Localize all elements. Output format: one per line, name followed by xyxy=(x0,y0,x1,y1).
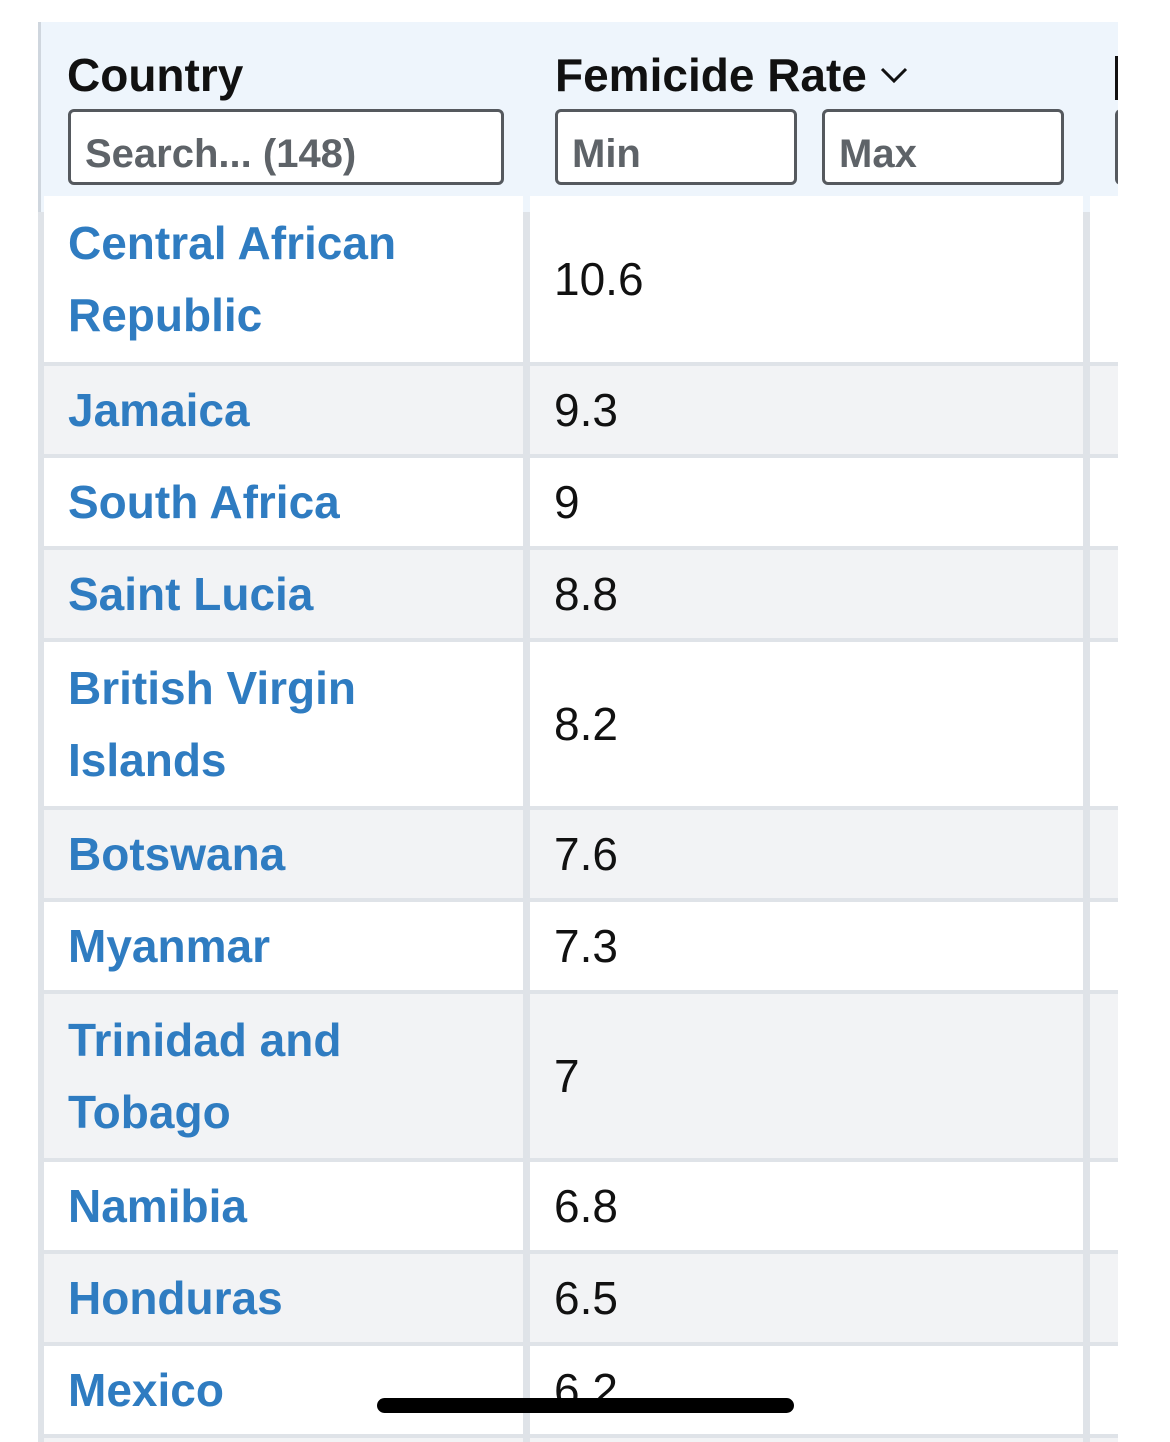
femicide-rate-value: 10.6 xyxy=(554,253,644,305)
country-cell: Botswana xyxy=(44,810,523,898)
next-column-cell-partial xyxy=(1090,458,1118,546)
table-row-partial xyxy=(38,1438,1118,1442)
country-link[interactable]: Jamaica xyxy=(68,384,250,436)
country-cell: South Africa xyxy=(44,458,523,546)
country-link[interactable]: Honduras xyxy=(68,1272,283,1324)
next-column-filter-partial[interactable] xyxy=(1115,109,1118,185)
femicide-rate-cell: 9 xyxy=(530,458,1083,546)
femicide-rate-value: 7 xyxy=(554,1050,580,1102)
table-row: Saint Lucia 8.8 xyxy=(38,550,1118,638)
country-link[interactable]: British Virgin Islands xyxy=(68,662,356,786)
femicide-rate-cell: 7.6 xyxy=(530,810,1083,898)
femicide-rate-cell: 10.6 xyxy=(530,196,1083,362)
next-column-cell-partial xyxy=(1090,1254,1118,1342)
femicide-rate-value: 8.8 xyxy=(554,568,618,620)
country-link[interactable]: Myanmar xyxy=(68,920,270,972)
next-column-cell-partial xyxy=(1090,366,1118,454)
femicide-rate-cell: 6.8 xyxy=(530,1162,1083,1250)
data-table: Country Femicide Rate Central African Re… xyxy=(38,22,1118,1442)
country-cell: Jamaica xyxy=(44,366,523,454)
table-row: South Africa 9 xyxy=(38,458,1118,546)
femicide-rate-value: 6.5 xyxy=(554,1272,618,1324)
country-cell: British Virgin Islands xyxy=(44,642,523,806)
next-column-cell-partial xyxy=(1090,902,1118,990)
table-row: Mexico 6.2 xyxy=(38,1346,1118,1434)
country-link[interactable]: Central African Republic xyxy=(68,217,397,341)
previous-heading-fragment xyxy=(70,0,310,12)
femicide-rate-cell: 8.8 xyxy=(530,550,1083,638)
column-header-femicide-rate[interactable]: Femicide Rate xyxy=(555,48,911,102)
femicide-rate-cell: 6.5 xyxy=(530,1254,1083,1342)
country-cell: Mexico xyxy=(44,1346,523,1434)
femicide-rate-max-input[interactable] xyxy=(822,109,1064,185)
femicide-rate-value: 6.8 xyxy=(554,1180,618,1232)
column-header-label: Femicide Rate xyxy=(555,49,867,101)
column-header-next-partial[interactable] xyxy=(1115,56,1118,100)
country-link[interactable]: Trinidad and Tobago xyxy=(68,1014,342,1138)
next-column-cell-partial xyxy=(1090,642,1118,806)
table-header: Country Femicide Rate xyxy=(38,22,1118,212)
next-column-cell-partial xyxy=(1090,994,1118,1158)
femicide-rate-value: 7.3 xyxy=(554,920,618,972)
femicide-rate-value: 8.2 xyxy=(554,698,618,750)
next-column-cell-partial xyxy=(1090,1162,1118,1250)
table-row: Botswana 7.6 xyxy=(38,810,1118,898)
next-column-cell-partial xyxy=(1090,196,1118,362)
country-cell: Trinidad and Tobago xyxy=(44,994,523,1158)
table-row: Jamaica 9.3 xyxy=(38,366,1118,454)
next-column-cell-partial xyxy=(1090,810,1118,898)
femicide-rate-value: 9 xyxy=(554,476,580,528)
country-link[interactable]: Botswana xyxy=(68,828,286,880)
home-indicator[interactable] xyxy=(377,1398,794,1413)
partial-cell xyxy=(44,1438,523,1442)
femicide-rate-value: 9.3 xyxy=(554,384,618,436)
table-row: Central African Republic 10.6 xyxy=(38,196,1118,362)
country-link[interactable]: South Africa xyxy=(68,476,340,528)
next-column-cell-partial xyxy=(1090,1346,1118,1434)
table-row: Trinidad and Tobago 7 xyxy=(38,994,1118,1158)
country-link[interactable]: Saint Lucia xyxy=(68,568,314,620)
country-link[interactable]: Namibia xyxy=(68,1180,247,1232)
next-column-cell-partial xyxy=(1090,550,1118,638)
femicide-rate-cell: 8.2 xyxy=(530,642,1083,806)
femicide-rate-cell: 6.2 xyxy=(530,1346,1083,1434)
partial-cell xyxy=(530,1438,1083,1442)
country-cell: Honduras xyxy=(44,1254,523,1342)
partial-cell xyxy=(1090,1438,1118,1442)
femicide-rate-value: 7.6 xyxy=(554,828,618,880)
country-cell: Myanmar xyxy=(44,902,523,990)
country-search-input[interactable] xyxy=(68,109,504,185)
country-cell: Namibia xyxy=(44,1162,523,1250)
femicide-rate-min-input[interactable] xyxy=(555,109,797,185)
country-link[interactable]: Mexico xyxy=(68,1364,224,1416)
table-row: Honduras 6.5 xyxy=(38,1254,1118,1342)
table-row: Namibia 6.8 xyxy=(38,1162,1118,1250)
femicide-rate-cell: 9.3 xyxy=(530,366,1083,454)
femicide-rate-cell: 7.3 xyxy=(530,902,1083,990)
femicide-rate-cell: 7 xyxy=(530,994,1083,1158)
table-row: British Virgin Islands 8.2 xyxy=(38,642,1118,806)
country-cell: Central African Republic xyxy=(44,196,523,362)
chevron-down-icon xyxy=(880,67,907,84)
column-header-country[interactable]: Country xyxy=(67,49,244,101)
table-row: Myanmar 7.3 xyxy=(38,902,1118,990)
country-cell: Saint Lucia xyxy=(44,550,523,638)
